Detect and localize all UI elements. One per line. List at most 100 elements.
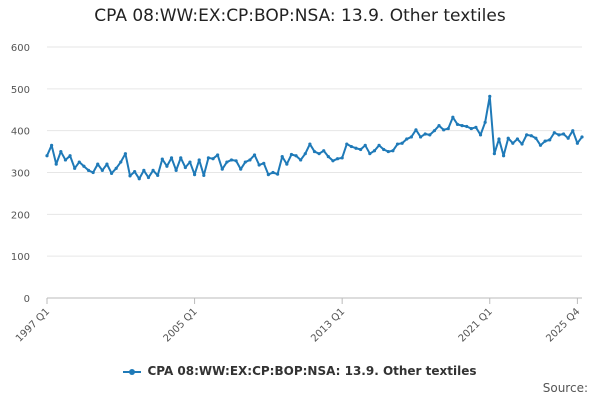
data-point[interactable] (580, 135, 584, 139)
data-point[interactable] (54, 162, 58, 166)
data-point[interactable] (289, 152, 294, 157)
data-point[interactable] (211, 157, 215, 161)
data-point[interactable] (119, 160, 123, 164)
data-point[interactable] (368, 152, 372, 156)
data-point[interactable] (299, 158, 303, 162)
data-point[interactable] (423, 132, 427, 136)
data-point[interactable] (183, 165, 187, 170)
data-point[interactable] (77, 160, 81, 164)
data-point[interactable] (359, 147, 363, 152)
data-point[interactable] (515, 137, 520, 141)
data-point[interactable] (59, 149, 63, 154)
data-point[interactable] (271, 170, 275, 175)
data-point[interactable] (128, 174, 132, 178)
data-point[interactable] (548, 138, 552, 142)
data-point[interactable] (520, 142, 524, 146)
data-point[interactable] (409, 135, 413, 139)
data-point[interactable] (312, 149, 317, 154)
data-point[interactable] (82, 164, 86, 168)
data-point[interactable] (442, 128, 446, 132)
data-point[interactable] (552, 131, 556, 135)
data-point[interactable] (317, 152, 321, 156)
data-point[interactable] (483, 120, 487, 124)
data-point[interactable] (345, 142, 349, 146)
data-point[interactable] (326, 155, 330, 159)
data-point[interactable] (575, 141, 579, 145)
data-point[interactable] (395, 142, 400, 146)
data-point[interactable] (248, 158, 252, 162)
data-point[interactable] (428, 133, 432, 137)
data-point[interactable] (188, 160, 192, 164)
data-point[interactable] (252, 153, 257, 157)
data-point[interactable] (133, 170, 137, 174)
data-point[interactable] (451, 115, 455, 119)
data-point[interactable] (142, 168, 146, 173)
data-point[interactable] (100, 168, 104, 173)
data-point[interactable] (349, 144, 353, 149)
data-point[interactable] (571, 129, 575, 133)
data-point[interactable] (229, 158, 234, 162)
data-point[interactable] (377, 143, 381, 147)
legend[interactable]: CPA 08:WW:EX:CP:BOP:NSA: 13.9. Other tex… (0, 364, 600, 378)
data-point[interactable] (561, 132, 566, 136)
data-point[interactable] (109, 171, 114, 175)
data-point[interactable] (146, 175, 151, 180)
data-point[interactable] (96, 162, 100, 166)
data-point[interactable] (206, 156, 211, 160)
data-point[interactable] (511, 141, 515, 145)
data-point[interactable] (266, 172, 270, 177)
data-point[interactable] (354, 146, 358, 150)
data-point[interactable] (506, 136, 510, 140)
data-point[interactable] (474, 125, 478, 129)
data-point[interactable] (405, 137, 409, 141)
data-point[interactable] (446, 126, 450, 131)
data-point[interactable] (45, 154, 49, 158)
data-point[interactable] (220, 167, 224, 171)
data-point[interactable] (437, 124, 441, 128)
data-point[interactable] (308, 142, 312, 146)
data-point[interactable] (331, 159, 335, 163)
data-point[interactable] (105, 162, 109, 166)
data-point[interactable] (460, 124, 464, 128)
data-point[interactable] (63, 158, 68, 162)
data-point[interactable] (174, 168, 178, 173)
data-point[interactable] (197, 158, 201, 162)
data-point[interactable] (386, 149, 390, 154)
data-point[interactable] (165, 164, 169, 168)
data-point[interactable] (243, 160, 247, 164)
data-point[interactable] (68, 154, 72, 158)
data-point[interactable] (432, 129, 437, 133)
data-point[interactable] (529, 134, 533, 138)
data-point[interactable] (382, 147, 386, 152)
data-point[interactable] (534, 136, 538, 140)
data-point[interactable] (557, 133, 561, 137)
data-point[interactable] (418, 135, 423, 139)
data-point[interactable] (363, 143, 367, 147)
data-point[interactable] (488, 94, 492, 98)
data-point[interactable] (372, 149, 377, 153)
data-point[interactable] (465, 124, 469, 129)
data-point[interactable] (525, 133, 529, 137)
data-point[interactable] (225, 160, 229, 164)
data-point[interactable] (303, 152, 307, 156)
data-point[interactable] (179, 156, 183, 160)
data-point[interactable] (340, 156, 344, 160)
data-point[interactable] (192, 172, 197, 177)
data-point[interactable] (276, 172, 280, 176)
data-point[interactable] (455, 122, 460, 126)
data-point[interactable] (469, 126, 473, 131)
data-point[interactable] (335, 157, 340, 161)
data-point[interactable] (234, 159, 238, 163)
data-point[interactable] (216, 153, 220, 157)
data-point[interactable] (137, 177, 141, 181)
data-point[interactable] (294, 154, 298, 158)
data-point[interactable] (262, 161, 266, 165)
data-point[interactable] (156, 173, 160, 178)
data-point[interactable] (86, 168, 91, 173)
data-point[interactable] (543, 139, 547, 143)
data-point[interactable] (50, 143, 54, 147)
data-point[interactable] (280, 155, 284, 159)
data-point[interactable] (114, 166, 118, 170)
data-point[interactable] (123, 152, 128, 156)
data-point[interactable] (538, 143, 543, 147)
